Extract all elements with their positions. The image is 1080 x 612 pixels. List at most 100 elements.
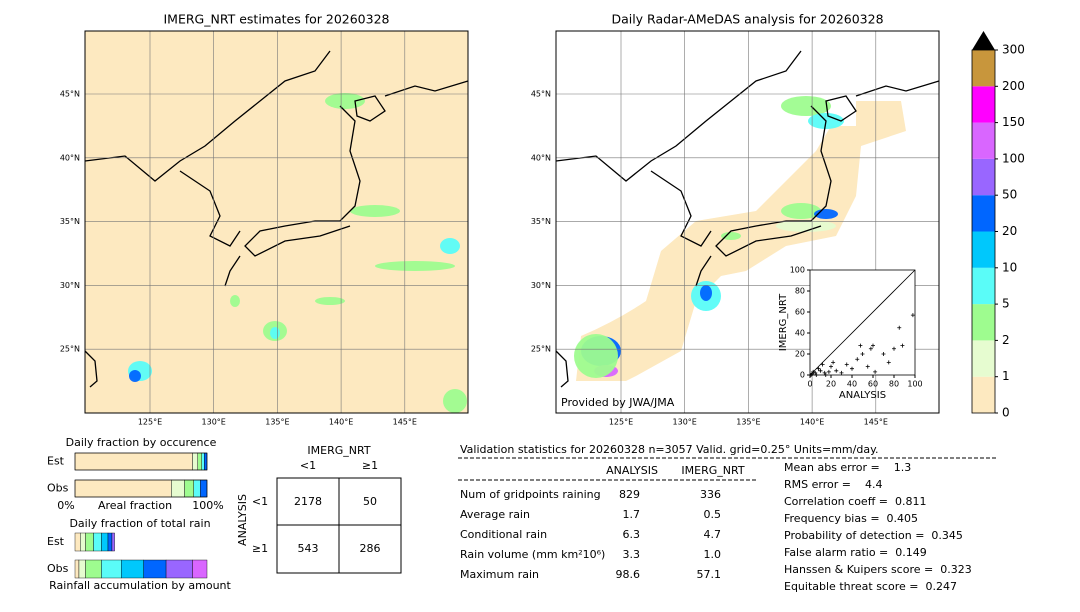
lat-label: 25°N [60,345,80,354]
stats-value: 98.6 [616,568,641,581]
lat-label: 30°N [60,281,80,290]
stats-header: Validation statistics for 20260328 n=305… [460,443,879,456]
row-title: ANALYSIS [236,494,249,546]
axis-label: Areal fraction [98,499,172,512]
score: RMS error = 4.4 [784,478,882,491]
fraction-segment [192,559,208,579]
lon-label: 145°E [393,418,417,427]
scatter-point [813,370,818,375]
fraction-segment [200,479,208,498]
colorbar-label: 2 [1002,333,1010,347]
y-axis-label: IMERG_NRT [778,293,789,351]
scatter-point [860,352,865,356]
fraction-segment [204,452,208,471]
coastline [84,50,331,182]
analysis-domain [576,101,906,381]
colorbar-label: 150 [1002,115,1025,129]
score: Correlation coeff = 0.811 [784,495,926,508]
coastline [224,255,241,287]
colorbar-segment [972,376,995,413]
stats-value: 4.7 [704,528,722,541]
scatter-point [892,346,896,351]
score: Equitable threat score = 0.247 [784,580,957,593]
precip-area [443,389,467,413]
fraction-segment [74,452,193,471]
stats-value: 1.0 [704,548,722,561]
axis-label: 100% [192,499,223,512]
precip-area [325,93,365,109]
col-header: <1 [300,459,316,472]
stats-value: 1.7 [623,508,641,521]
stats-value: 57.1 [697,568,722,581]
bar-frame [74,452,208,471]
table-cell: 286 [360,542,381,555]
lon-label: 130°E [673,418,697,427]
lat-label: 40°N [60,153,80,162]
stats-value: 336 [700,488,721,501]
colorbar-segment [972,267,995,305]
row-label: Obs [47,562,69,575]
precip-area [781,203,821,219]
x-tick-label: 40 [847,380,857,389]
fraction-segment [80,532,86,552]
fraction-segment [201,452,205,471]
coastline [855,80,940,97]
colorbar-segment [972,340,995,377]
colorbar-label: 5 [1002,297,1010,311]
colorbar-label: 10 [1002,260,1017,274]
fraction-segment [143,559,167,579]
fraction-segment [192,452,198,471]
colorbar-label: 1 [1002,369,1010,383]
map-frame [555,30,940,414]
lon-label: 140°E [800,418,824,427]
row-label: Est [47,535,65,548]
colorbar-label: 20 [1002,224,1017,238]
fraction-segment [74,532,81,552]
precip-area [375,261,455,271]
y-tick-label: 40 [795,329,805,338]
map-frame [84,30,469,414]
lat-label: 35°N [531,217,551,226]
colorbar-segment [972,50,995,87]
table-cell: 2178 [294,495,322,508]
scatter-point [823,373,828,377]
scatter-point [865,364,870,369]
scatter-point [820,362,825,367]
colorbar-label: 300 [1002,43,1025,57]
fraction-segment [74,559,80,579]
precip-area [350,205,400,217]
map-title: IMERG_NRT estimates for 20260328 [163,12,389,27]
axis-label: 0% [57,499,74,512]
precip-area [700,285,712,301]
map-title: Daily Radar-AMeDAS analysis for 20260328 [611,12,883,27]
lat-label: 30°N [531,281,551,290]
colorbar-extend [972,31,995,50]
y-tick-label: 100 [790,266,805,275]
precip-area [574,334,618,378]
fraction-segment [197,452,202,471]
scatter-point [810,371,815,376]
coastline [179,170,241,247]
lon-label: 130°E [202,418,226,427]
lat-label: 35°N [60,217,80,226]
scatter-point [816,366,821,371]
stats-value: 829 [619,488,640,501]
precip-area [230,295,240,307]
colorbar-label: 0 [1002,406,1010,420]
panel-title: Daily fraction by occurence [66,436,217,449]
stats-value: 3.3 [623,548,641,561]
score: Mean abs error = 1.3 [784,461,911,474]
colorbar-segment [972,122,995,159]
stats-label: Average rain [460,508,530,521]
x-tick-label: 80 [889,380,899,389]
fraction-segment [171,479,185,498]
stats-column: ANALYSIS [606,464,658,477]
coastline [84,350,98,388]
bar-frame [74,479,208,498]
fraction-segment [193,479,201,498]
scatter-point [814,373,819,377]
scatter-point [897,325,902,330]
fraction-segment [101,559,122,579]
colorbar-label: 100 [1002,151,1025,165]
